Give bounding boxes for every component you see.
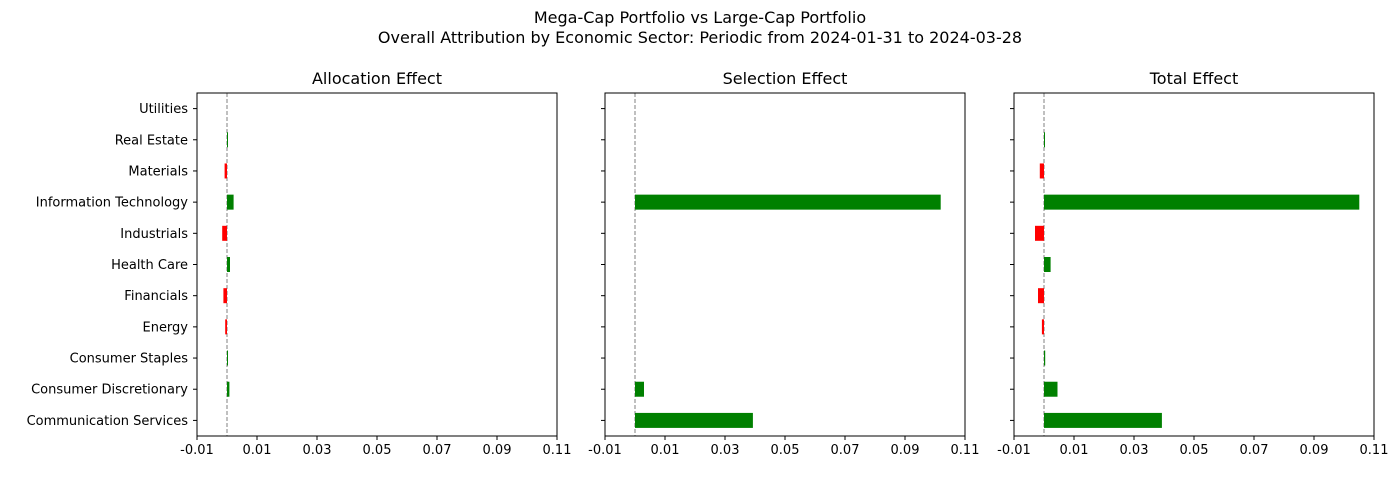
x-tick-label: 0.03 (711, 443, 740, 458)
x-tick-label: 0.03 (1120, 443, 1149, 458)
x-tick-label: 0.07 (423, 443, 452, 458)
panel-title: Allocation Effect (312, 69, 442, 88)
x-tick-label: 0.05 (363, 443, 392, 458)
x-tick-label: 0.11 (1360, 443, 1389, 458)
panel-3: Total Effect -0.01 0.01 0.03 0.05 0.07 0.09 0.1… (997, 69, 1388, 458)
x-tick-label: 0.09 (1300, 443, 1329, 458)
panel-title: Total Effect (1149, 69, 1239, 88)
bar-financials (223, 288, 227, 304)
x-tick-label: 0.05 (771, 443, 800, 458)
panel-1: Allocation Effect -0.01 0.01 0.03 0.05 0.07 0.… (27, 69, 572, 458)
y-tick-label: Utilities (139, 102, 188, 117)
bar-energy (1041, 319, 1044, 335)
plot-frame (604, 92, 966, 437)
x-tick-label: 0.01 (1060, 443, 1089, 458)
x-tick-label: 0.01 (651, 443, 680, 458)
figure-title-line-1: Mega-Cap Portfolio vs Large-Cap Portfoli… (533, 8, 867, 27)
x-tick-label: -0.01 (588, 443, 622, 458)
panel-2: Selection Effect -0.01 0.01 0.03 0.05 0.07 0.0… (588, 69, 979, 458)
figure-title: Mega-Cap Portfolio vs Large-Cap Portfoli… (0, 8, 1400, 48)
plot-frame (196, 92, 558, 437)
x-tick-label: -0.01 (997, 443, 1031, 458)
y-tick-label: Information Technology (36, 196, 189, 211)
bar-energy (225, 319, 227, 335)
bar-industrials (222, 225, 227, 241)
y-tick-label: Real Estate (115, 133, 188, 148)
bar-communication-services (1044, 412, 1162, 428)
bar-materials (224, 163, 227, 179)
x-tick-label: 0.05 (1180, 443, 1209, 458)
y-tick-label: Consumer Discretionary (31, 383, 188, 398)
bar-materials (1039, 163, 1044, 179)
bar-communication-services (635, 412, 753, 428)
bar-industrials (1035, 225, 1044, 241)
plot-frame (1013, 92, 1375, 437)
y-tick-label: Materials (128, 164, 188, 179)
bar-consumer-discretionary (635, 381, 644, 397)
x-tick-label: 0.09 (891, 443, 920, 458)
bar-consumer-discretionary (1044, 381, 1058, 397)
bar-real-estate (227, 132, 228, 148)
x-tick-label: 0.01 (243, 443, 272, 458)
bar-consumer-staples (227, 350, 228, 366)
x-tick-label: -0.01 (180, 443, 214, 458)
figure-title-line-2: Overall Attribution by Economic Sector: … (377, 28, 1023, 47)
x-tick-label: 0.09 (483, 443, 512, 458)
bar-financials (1038, 288, 1044, 304)
y-tick-label: Health Care (111, 258, 188, 273)
y-tick-label: Communication Services (27, 414, 189, 429)
x-tick-label: 0.11 (951, 443, 980, 458)
bar-information-technology (635, 194, 941, 210)
y-tick-label: Industrials (120, 227, 188, 242)
bar-real-estate (1044, 132, 1045, 148)
bar-health-care (1044, 257, 1051, 272)
x-tick-label: 0.07 (831, 443, 860, 458)
bar-consumer-staples (1044, 350, 1046, 366)
panel-title: Selection Effect (723, 69, 848, 88)
bar-information-technology (1044, 194, 1360, 210)
x-tick-label: 0.11 (543, 443, 572, 458)
y-tick-label: Consumer Staples (70, 352, 189, 367)
y-tick-label: Financials (124, 289, 188, 304)
x-tick-label: 0.03 (303, 443, 332, 458)
bar-health-care (227, 257, 230, 272)
bar-consumer-discretionary (227, 381, 230, 397)
x-tick-label: 0.07 (1240, 443, 1269, 458)
bar-information-technology (227, 194, 234, 210)
y-tick-label: Energy (142, 320, 188, 335)
